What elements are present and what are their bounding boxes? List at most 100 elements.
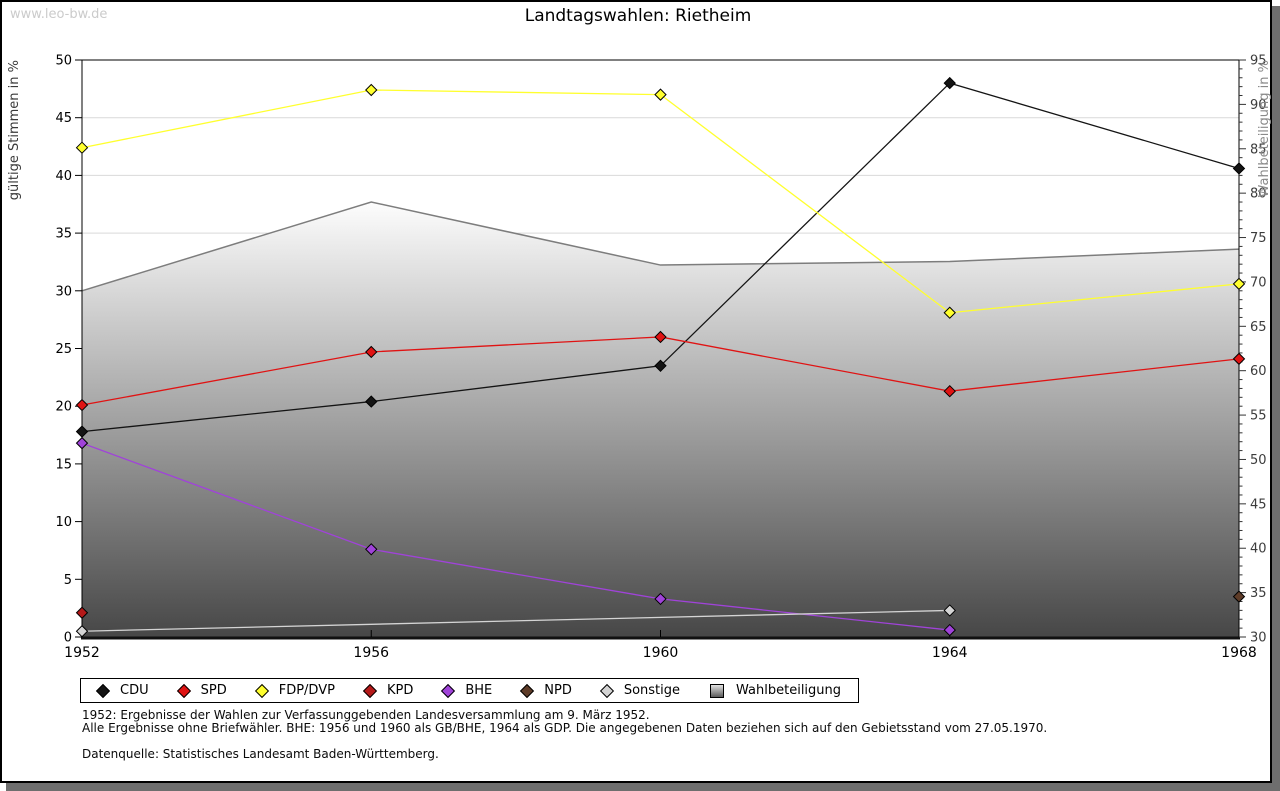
x-tick-label: 1952 xyxy=(64,645,100,661)
y-left-tick-label: 35 xyxy=(55,227,72,242)
legend-label: KPD xyxy=(386,683,414,698)
data-point-marker xyxy=(1232,352,1246,366)
legend-label: SPD xyxy=(200,683,227,698)
y-right-tick-label: 80 xyxy=(1250,187,1267,202)
data-point-marker xyxy=(943,306,956,319)
y-left-tick-label: 20 xyxy=(55,400,72,415)
data-point-marker xyxy=(943,384,956,398)
y-axis-left: 0 5 10 15 20 25 30 35 40 45 50 xyxy=(55,54,82,646)
legend-marker-diamond xyxy=(520,683,535,698)
y-right-tick-label: 45 xyxy=(1250,497,1267,512)
y-left-tick-label: 0 xyxy=(64,631,72,646)
watermark: www.leo-bw.de xyxy=(10,7,108,22)
y-right-tick-label: 30 xyxy=(1250,631,1267,646)
election-line-chart: 1952 1956 1960 1964 1968 0 5 10 15 20 25 30 35 40 45 50… xyxy=(7,54,1272,662)
data-point-marker xyxy=(654,330,667,344)
y-right-tick-label: 95 xyxy=(1250,54,1267,69)
y-left-axis-title: gültige Stimmen in % xyxy=(7,60,22,200)
y-left-tick-label: 15 xyxy=(55,457,72,472)
legend-marker-diamond xyxy=(254,683,269,698)
footnote-source: Datenquelle: Statistisches Landesamt Bad… xyxy=(82,747,439,761)
y-right-axis-title: Wahlbeteiligung in % xyxy=(1257,60,1272,197)
data-point-marker xyxy=(75,606,89,619)
legend-marker-diamond xyxy=(441,683,456,698)
y-axis-right: 30 35 40 45 50 55 60 65 70 75 80 85 90 95 xyxy=(1239,54,1267,646)
series-SPD xyxy=(75,330,1246,412)
data-point-marker xyxy=(365,345,378,359)
legend: CDU SPD FDP/DVP KPD BHE NPD Sonstige Wahlbeteil… xyxy=(80,678,860,703)
data-point-marker xyxy=(654,359,667,373)
legend-label: Wahlbeteiligung xyxy=(736,683,842,698)
data-point-marker xyxy=(1232,162,1246,175)
data-point-marker xyxy=(654,88,667,101)
series-NPD xyxy=(1232,590,1246,603)
legend-item-SPD: SPD xyxy=(176,683,227,698)
series-line xyxy=(81,609,950,632)
participation-area xyxy=(82,202,1239,637)
series-Sonstige xyxy=(75,604,956,638)
legend-label: BHE xyxy=(465,683,493,698)
footnote-1952: 1952: Ergebnisse der Wahlen zur Verfassu… xyxy=(82,708,650,722)
data-point-marker xyxy=(943,76,956,90)
legend-marker-diamond xyxy=(176,683,191,698)
legend-item-BHE: BHE xyxy=(441,683,493,698)
data-point-marker xyxy=(75,398,89,412)
series-CDU xyxy=(75,76,1246,438)
participation-line xyxy=(81,201,1240,292)
page-title: Landtagswahlen: Rietheim xyxy=(524,6,752,26)
legend-label: CDU xyxy=(120,683,149,698)
series-FDP-DVP xyxy=(75,83,1246,319)
y-right-tick-label: 40 xyxy=(1250,542,1267,557)
data-point-marker xyxy=(365,83,378,97)
y-left-tick-label: 25 xyxy=(55,342,72,357)
y-right-tick-label: 70 xyxy=(1250,275,1267,290)
x-axis: 1952 1956 1960 1964 1968 xyxy=(64,630,1257,661)
legend-marker-diamond xyxy=(599,683,614,698)
y-right-tick-label: 35 xyxy=(1250,586,1267,601)
page-shadow-bottom xyxy=(6,783,1280,791)
data-point-marker xyxy=(365,395,378,408)
data-point-marker xyxy=(75,625,89,638)
legend-marker-diamond xyxy=(362,683,378,698)
legend-item-Wahlbeteiligung: Wahlbeteiligung xyxy=(710,683,841,698)
legend-marker-gradient-square xyxy=(710,683,725,698)
y-left-tick-label: 40 xyxy=(55,169,72,184)
y-right-tick-label: 85 xyxy=(1250,142,1267,157)
data-point-marker xyxy=(1232,590,1246,603)
y-right-tick-label: 60 xyxy=(1250,364,1267,379)
data-point-marker xyxy=(75,436,89,450)
y-right-tick-label: 50 xyxy=(1250,453,1267,468)
legend-label: FDP/DVP xyxy=(278,683,335,698)
y-right-tick-label: 75 xyxy=(1250,231,1267,246)
legend-item-Sonstige: Sonstige xyxy=(599,683,681,698)
data-point-marker xyxy=(943,623,956,637)
y-left-tick-label: 10 xyxy=(55,515,72,530)
data-point-marker xyxy=(75,141,89,154)
legend-item-CDU: CDU xyxy=(95,683,149,698)
y-right-tick-label: 65 xyxy=(1250,320,1267,335)
y-left-tick-label: 30 xyxy=(55,284,72,299)
legend-marker-diamond xyxy=(95,683,111,698)
x-tick-label: 1964 xyxy=(932,645,968,661)
x-tick-label: 1968 xyxy=(1221,645,1257,661)
legend-item-KPD: KPD xyxy=(362,683,414,698)
legend-label: Sonstige xyxy=(623,683,681,698)
y-left-tick-label: 5 xyxy=(64,573,72,588)
data-point-marker xyxy=(943,604,956,617)
data-point-marker xyxy=(365,543,378,556)
series-KPD xyxy=(75,606,89,619)
data-point-marker xyxy=(1232,277,1246,291)
x-tick-label: 1960 xyxy=(643,645,679,661)
legend-label: NPD xyxy=(544,683,572,698)
page-shadow-right xyxy=(1272,6,1280,791)
data-point-marker xyxy=(654,592,667,606)
y-left-tick-label: 50 xyxy=(55,54,72,69)
legend-item-NPD: NPD xyxy=(520,683,572,698)
x-tick-label: 1956 xyxy=(353,645,389,661)
legend-item-FDP-DVP: FDP/DVP xyxy=(254,683,335,698)
footnote-method: Alle Ergebnisse ohne Briefwähler. BHE: 1… xyxy=(82,721,1048,735)
y-right-tick-label: 90 xyxy=(1250,98,1267,113)
y-left-tick-label: 45 xyxy=(55,111,72,126)
